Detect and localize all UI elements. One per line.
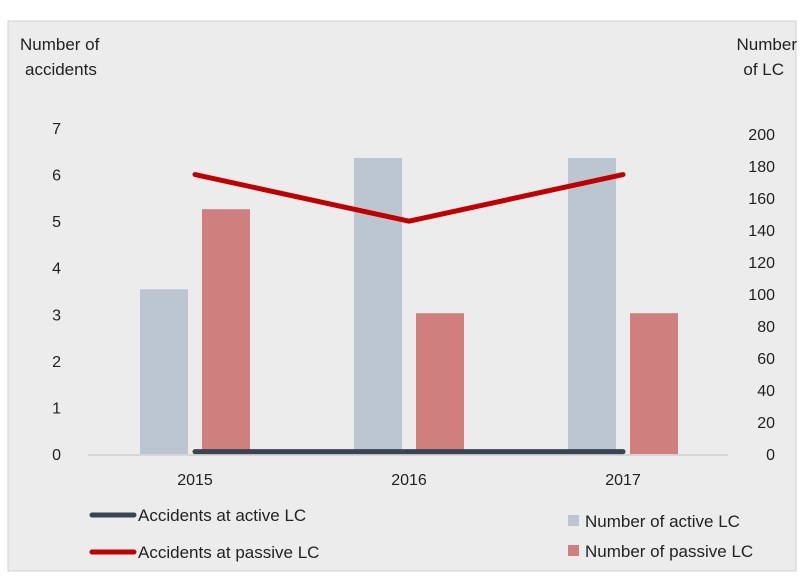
right-tick-label: 140 bbox=[748, 223, 775, 240]
right-tick-label: 180 bbox=[748, 159, 775, 176]
right-tick-label: 0 bbox=[766, 447, 775, 464]
bar-passive-lc-2017 bbox=[630, 313, 678, 454]
left-tick-label: 6 bbox=[52, 168, 61, 185]
bar-active-lc-2017 bbox=[568, 158, 616, 454]
bar-passive-lc-2015 bbox=[202, 209, 250, 454]
right-tick-label: 80 bbox=[757, 319, 775, 336]
left-tick-label: 0 bbox=[52, 447, 61, 464]
legend-swatch-passive-lc bbox=[568, 545, 579, 556]
right-axis-title-line-2: of LC bbox=[743, 60, 784, 79]
bar-passive-lc-2016 bbox=[416, 313, 464, 454]
right-tick-label: 20 bbox=[757, 415, 775, 432]
left-tick-label: 3 bbox=[52, 307, 61, 324]
category-label-2015: 2015 bbox=[177, 472, 213, 489]
legend-label-passive-lc: Number of passive LC bbox=[585, 542, 753, 561]
legend: Accidents at active LC Accidents at pass… bbox=[89, 506, 753, 562]
left-axis-title-line-1: Number of bbox=[20, 35, 100, 54]
right-tick-label: 200 bbox=[748, 127, 775, 144]
legend-label-active-lc: Number of active LC bbox=[585, 512, 740, 531]
left-tick-label: 2 bbox=[52, 354, 61, 371]
right-tick-label: 120 bbox=[748, 255, 775, 272]
legend-label-active-accidents: Accidents at active LC bbox=[138, 506, 306, 525]
right-axis-title-line-1: Number bbox=[737, 35, 798, 54]
bar-active-lc-2016 bbox=[354, 158, 402, 454]
right-tick-label: 60 bbox=[757, 351, 775, 368]
category-label-2017: 2017 bbox=[605, 472, 641, 489]
bar-active-lc-2015 bbox=[140, 289, 188, 454]
category-label-2016: 2016 bbox=[391, 472, 427, 489]
legend-swatch-active-lc bbox=[568, 515, 579, 526]
left-tick-label: 1 bbox=[52, 400, 61, 417]
left-tick-label: 4 bbox=[52, 261, 61, 278]
left-axis-title-line-2: accidents bbox=[25, 60, 97, 79]
legend-label-passive-accidents: Accidents at passive LC bbox=[138, 543, 319, 562]
right-tick-label: 100 bbox=[748, 287, 775, 304]
left-tick-label: 5 bbox=[52, 214, 61, 231]
left-tick-label: 7 bbox=[52, 121, 61, 138]
right-tick-label: 160 bbox=[748, 191, 775, 208]
line-accidents-passive-lc bbox=[192, 172, 626, 224]
right-tick-label: 40 bbox=[757, 383, 775, 400]
